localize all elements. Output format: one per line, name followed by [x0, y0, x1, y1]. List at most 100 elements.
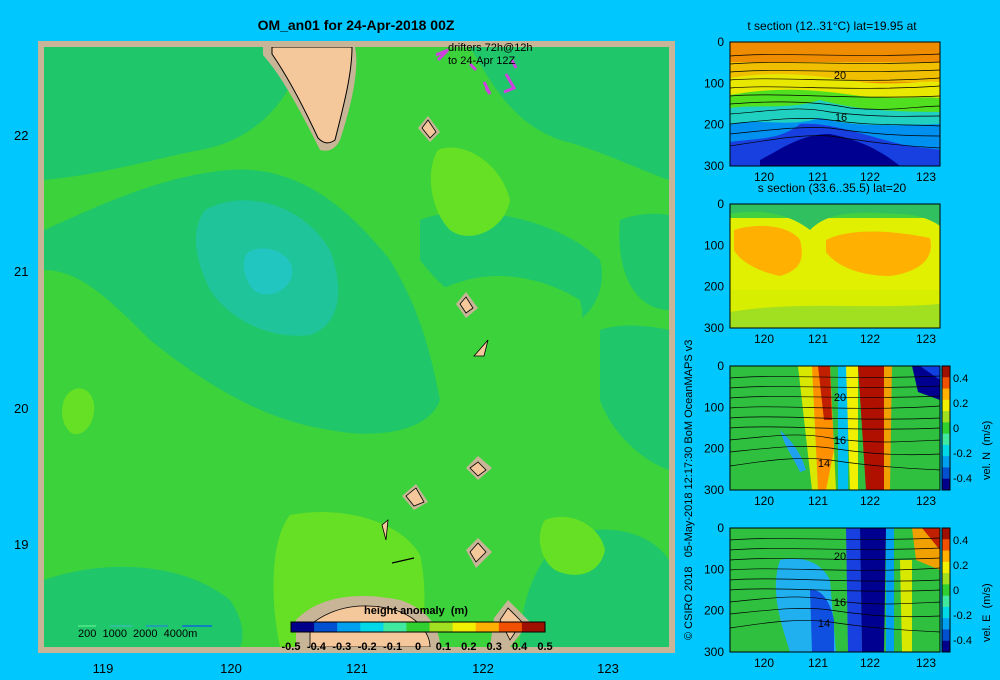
panel-title: s section (33.6..35.5) lat=20 [758, 181, 907, 195]
panel-x-tick: 122 [860, 494, 880, 508]
colorbar-swatch [291, 622, 315, 632]
map-x-tick: 123 [597, 661, 619, 676]
velocity-colorbar-swatch [942, 399, 950, 412]
colorbar-tick: -0.4 [307, 641, 327, 653]
map-x-tick: 121 [346, 661, 368, 676]
velocity-colorbar-outline [941, 527, 951, 653]
velocity-north-field [730, 366, 940, 490]
colorbar-swatch [337, 622, 361, 632]
velocity-colorbar-swatch [942, 539, 950, 552]
colorbar: height anomaly (m) -0.5 -0.4 -0.3 -0.2 -0.1 0… [282, 605, 553, 653]
panel-y-tick: 100 [704, 400, 724, 414]
map-y-tick: 20 [14, 401, 28, 416]
panel-side-label: vel. N (m/s) [981, 421, 993, 480]
colorbar-tick: 0.3 [487, 641, 502, 653]
velocity-colorbar-swatch [942, 573, 950, 585]
colorbar-tick: -0.3 [332, 641, 351, 653]
velocity-colorbar-outline [941, 365, 951, 491]
colorbar-tick: -0.1 [383, 641, 402, 653]
panel-y-tick: 0 [717, 521, 724, 535]
contour-labels: 20 16 20 16 14 20 16 14 [818, 70, 847, 630]
velocity-colorbar-swatch [942, 629, 950, 642]
drifter-note-2: to 24-Apr 12Z [448, 55, 516, 67]
colorbar-swatches [290, 621, 546, 633]
depth-legend: 200 1000 2000 4000m [78, 625, 212, 640]
panel-y-tick: 100 [704, 238, 724, 252]
colorbar-tick: -0.5 [282, 641, 301, 653]
velocity-colorbar-swatch [942, 561, 950, 574]
colorbar-swatch [314, 622, 338, 632]
velocity-colorbar-swatch [942, 550, 950, 563]
panel-x-tick: 120 [754, 332, 774, 346]
depth-legend-label: 200 1000 2000 4000m [78, 628, 197, 640]
velocity-colorbar-swatch [942, 422, 950, 435]
colorbar-tick: 0.4 [512, 641, 528, 653]
panel-x-tick: 120 [754, 656, 774, 670]
colorbar-swatch [360, 622, 384, 632]
temperature-section-panel[interactable]: t section (12..31°C) lat=19.95 at [729, 19, 941, 167]
panel-y-tick: 300 [704, 483, 724, 497]
velocity-colorbar-tick: -0.2 [953, 448, 972, 460]
panel-y-tick: 300 [704, 159, 724, 173]
contour-label: 14 [818, 458, 830, 470]
panel-y-tick: 200 [704, 604, 724, 618]
map-y-axis: 22 21 20 19 [14, 128, 28, 552]
drifter-note-1: drifters 72h@12h [448, 42, 533, 54]
panel-y-tick: 0 [717, 359, 724, 373]
velocity-colorbar-tick: 0.4 [953, 373, 968, 385]
panel-side-label: vel. E (m/s) [981, 583, 993, 642]
velocity-colorbar-swatch [942, 584, 950, 597]
map-title: OM_an01 for 24-Apr-2018 00Z [258, 17, 455, 33]
contour-label: 20 [834, 551, 846, 563]
velocity-north-colorbar: 0.4 0.2 0 -0.2 -0.4 [941, 365, 972, 491]
velocity-east-colorbar: 0.4 0.2 0 -0.2 -0.4 [941, 527, 972, 653]
panel-x-tick: 123 [916, 170, 936, 184]
panel-x-tick: 122 [860, 332, 880, 346]
drifter-tracks [435, 48, 518, 95]
colorbar-tick: 0.2 [461, 641, 476, 653]
map-x-axis: 119 120 121 122 123 [93, 661, 619, 676]
salinity-section-panel[interactable]: s section (33.6..35.5) lat=20 [729, 181, 941, 329]
velocity-colorbar-tick: 0 [953, 585, 959, 597]
velocity-colorbar-swatch [942, 528, 950, 540]
velocity-east-panel[interactable]: 0.4 0.2 0 -0.2 -0.4 vel. E (m/s) [729, 527, 993, 653]
velocity-east-field [730, 528, 940, 652]
contour-label: 16 [834, 597, 846, 609]
velocity-colorbar-swatch [942, 444, 950, 457]
velocity-colorbar-swatch [942, 640, 950, 653]
panel-y-tick: 300 [704, 645, 724, 659]
velocity-colorbar-swatch [942, 606, 950, 619]
colorbar-tick: 0 [415, 641, 421, 653]
velocity-colorbar-swatch [942, 618, 950, 630]
velocity-colorbar-swatch [942, 595, 950, 608]
map-x-tick: 122 [472, 661, 494, 676]
velocity-colorbar-swatch [942, 366, 950, 378]
panel-y-tick: 100 [704, 562, 724, 576]
velocity-colorbar-swatch [942, 388, 950, 401]
velocity-colorbar-tick: 0.4 [953, 535, 968, 547]
salinity-section-field [730, 204, 940, 328]
panel-x-tick: 120 [754, 494, 774, 508]
panel-x-tick: 123 [916, 656, 936, 670]
panel-y-tick: 0 [717, 35, 724, 49]
map-y-tick: 22 [14, 128, 28, 143]
contour-label: 20 [834, 392, 846, 404]
contour-label: 16 [834, 435, 846, 447]
colorbar-swatch [498, 622, 523, 632]
panel-title: t section (12..31°C) lat=19.95 at [747, 19, 917, 33]
colorbar-tick: -0.2 [358, 641, 377, 653]
panel-y-tick: 200 [704, 280, 724, 294]
map-y-tick: 21 [14, 264, 28, 279]
velocity-colorbar-tick: 0.2 [953, 560, 968, 572]
velocity-colorbar-tick: -0.4 [953, 635, 972, 647]
velocity-colorbar-swatch [942, 478, 950, 491]
velocity-north-panel[interactable]: 0.4 0.2 0 -0.2 -0.4 vel. N (m/s) [729, 365, 993, 491]
colorbar-swatch [429, 622, 454, 632]
panel-x-tick: 121 [808, 656, 828, 670]
colorbar-swatch [521, 622, 546, 632]
map-panel[interactable]: drifters 72h@12h to 24-Apr 12Z 200 1000 … [38, 0, 675, 653]
colorbar-swatch [383, 622, 407, 632]
map-x-tick: 119 [93, 661, 114, 676]
velocity-colorbar-tick: 0 [953, 423, 959, 435]
